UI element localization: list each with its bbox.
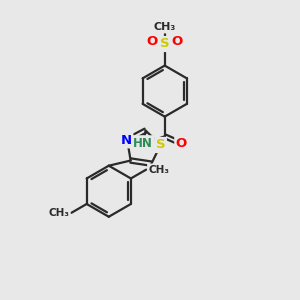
Text: O: O	[176, 136, 187, 150]
Text: S: S	[160, 38, 169, 50]
Text: O: O	[172, 34, 183, 48]
Text: CH₃: CH₃	[148, 165, 169, 175]
Text: S: S	[156, 139, 165, 152]
Text: N: N	[121, 134, 132, 147]
Text: HN: HN	[133, 136, 153, 150]
Text: CH₃: CH₃	[48, 208, 69, 218]
Text: CH₃: CH₃	[154, 22, 176, 32]
Text: O: O	[146, 34, 158, 48]
